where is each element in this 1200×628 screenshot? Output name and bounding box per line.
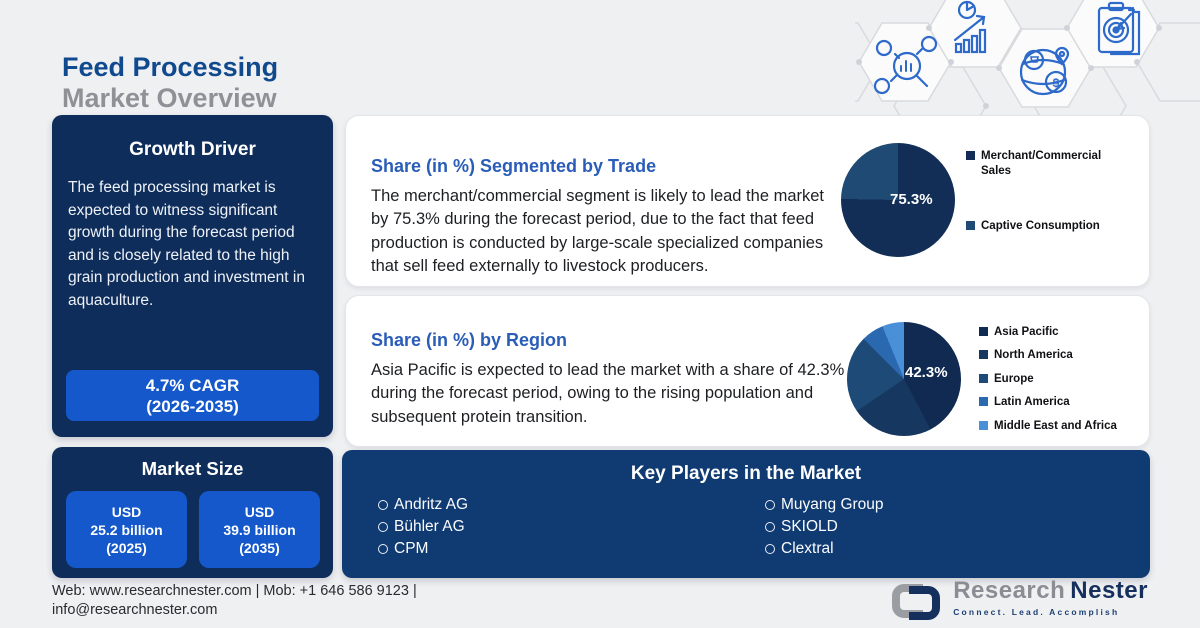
footer-contact-line2: info@researchnester.com	[52, 601, 218, 618]
hex-pattern-decoration: $	[855, 0, 1200, 118]
legend-label: Europe	[994, 372, 1034, 385]
legend-item: Asia Pacific	[979, 325, 1149, 340]
key-player-item: Bühler AG	[378, 516, 468, 538]
key-player-name: Bühler AG	[394, 518, 465, 535]
market-size-badges: USD 25.2 billion (2025) USD 39.9 billion…	[66, 491, 320, 568]
page-title-line2: Market Overview	[62, 83, 277, 114]
region-share-text: Asia Pacific is expected to lead the mar…	[371, 360, 845, 426]
market-research-icon	[873, 35, 938, 95]
legend-swatch	[979, 373, 988, 383]
market-size-title: Market Size	[141, 458, 244, 479]
market-size-2025-value: 25.2 billion	[90, 521, 163, 538]
brand-text: Research Nester Connect. Lead. Accomplish	[953, 579, 1148, 618]
footer-contact: Web: www.researchnester.com | Mob: +1 64…	[52, 582, 417, 619]
key-player-name: Andritz AG	[394, 496, 469, 513]
legend-item: Europe	[979, 372, 1149, 387]
trade-share-text: The merchant/commercial segment is likel…	[371, 186, 825, 276]
dollar-glyph: $	[1053, 76, 1060, 90]
circle-bullet-icon	[378, 522, 388, 532]
key-player-item: Andritz AG	[378, 494, 468, 516]
key-player-name: Muyang Group	[781, 496, 884, 513]
legend-item: Captive Consumption	[966, 219, 1131, 234]
legend-label: North America	[994, 349, 1073, 362]
research-nester-logo: Research Nester Connect. Lead. Accomplish	[887, 579, 1148, 625]
region-pie-chart: 42.3%	[847, 322, 961, 436]
key-player-item: CPM	[378, 538, 468, 560]
cagr-value: 4.7% CAGR	[145, 375, 240, 395]
cagr-badge: 4.7% CAGR (2026-2035)	[66, 370, 319, 421]
global-market-icon: $	[1019, 46, 1070, 96]
brand-name: Research Nester	[953, 579, 1148, 603]
page-title: Feed Processing Market Overview	[62, 52, 278, 114]
region-share-title: Share (in %) by Region	[371, 330, 568, 350]
legend-label: Latin America	[994, 396, 1070, 409]
trade-pie-legend: Merchant/Commercial Sales Captive Consump…	[966, 149, 1131, 234]
research-nester-logo-icon	[892, 584, 941, 620]
growth-driver-text: The feed processing market is expected t…	[68, 179, 305, 309]
hexagon-outlines	[855, 0, 1200, 118]
market-size-2035-year: (2035)	[239, 539, 280, 556]
legend-swatch	[966, 220, 975, 230]
brand-name-nester: Nester	[1070, 577, 1148, 604]
region-share-card: Share (in %) by Region Asia Pacific is e…	[345, 295, 1150, 447]
key-player-name: Clextral	[781, 540, 834, 557]
market-size-2035-currency: USD	[244, 503, 275, 520]
market-size-card: Market Size USD 25.2 billion (2025) USD …	[52, 447, 333, 578]
hexagon-node-dots	[856, 25, 1162, 109]
trade-share-title: Share (in %) Segmented by Trade	[371, 156, 657, 176]
trade-pie-chart: 75.3%	[841, 143, 955, 257]
footer-contact-line1: Web: www.researchnester.com | Mob: +1 64…	[52, 583, 417, 599]
legend-swatch	[966, 151, 975, 160]
circle-bullet-icon	[378, 544, 388, 554]
trade-share-card: Share (in %) Segmented by Trade The merc…	[345, 115, 1150, 287]
legend-swatch	[979, 350, 988, 360]
legend-label: Merchant/Commercial Sales	[981, 150, 1102, 177]
key-player-name: CPM	[394, 540, 429, 557]
page-title-line1: Feed Processing	[62, 52, 279, 83]
circle-bullet-icon	[765, 522, 775, 532]
target-plan-icon	[1097, 1, 1141, 56]
legend-label: Middle East and Africa	[994, 419, 1117, 432]
key-players-column-1: Andritz AG Bühler AG CPM	[378, 494, 468, 560]
key-player-item: SKIOLD	[765, 516, 884, 538]
circle-bullet-icon	[765, 544, 775, 554]
key-player-item: Clextral	[765, 538, 884, 560]
legend-item: Merchant/Commercial Sales	[966, 149, 1131, 179]
legend-swatch	[979, 327, 988, 336]
legend-item: Latin America	[979, 395, 1149, 410]
market-size-2025-currency: USD	[111, 503, 142, 520]
trade-pie-data-label: 75.3%	[890, 191, 933, 208]
region-pie-data-label: 42.3%	[905, 364, 948, 381]
key-players-title: Key Players in the Market	[630, 463, 862, 484]
key-player-name: SKIOLD	[781, 518, 838, 535]
growth-driver-title: Growth Driver	[129, 139, 256, 160]
legend-swatch	[979, 397, 988, 407]
market-size-2035-badge: USD 39.9 billion (2035)	[199, 491, 320, 568]
circle-bullet-icon	[378, 500, 388, 510]
circle-bullet-icon	[765, 500, 775, 510]
brand-name-research: Research	[953, 577, 1066, 604]
legend-swatch	[979, 420, 988, 430]
key-player-item: Muyang Group	[765, 494, 884, 516]
legend-item: North America	[979, 348, 1149, 363]
market-size-2035-value: 39.9 billion	[223, 521, 296, 538]
legend-label: Captive Consumption	[981, 219, 1100, 232]
key-players-card: Key Players in the Market Andritz AG Bühl…	[342, 450, 1150, 578]
brand-tagline: Connect. Lead. Accomplish	[953, 607, 1120, 617]
key-players-column-2: Muyang Group SKIOLD Clextral	[765, 494, 884, 560]
legend-label: Asia Pacific	[994, 326, 1059, 338]
market-size-2025-year: (2025)	[106, 539, 147, 556]
legend-item: Middle East and Africa	[979, 419, 1149, 434]
cagr-period: (2026-2035)	[146, 396, 239, 416]
market-size-2025-badge: USD 25.2 billion (2025)	[66, 491, 187, 568]
growth-driver-card: Growth Driver The feed processing market…	[52, 115, 333, 437]
growth-chart-icon	[953, 0, 987, 54]
region-pie-legend: Asia Pacific North America Europe Latin Ame…	[979, 325, 1149, 434]
